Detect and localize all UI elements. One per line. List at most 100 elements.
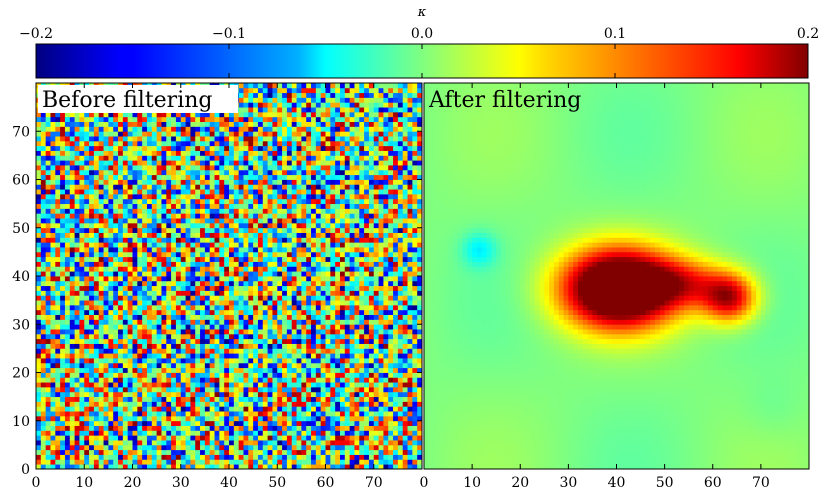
heat-cell	[267, 382, 273, 388]
heat-cell	[200, 251, 206, 258]
heat-cell	[282, 247, 288, 253]
heat-cell	[55, 382, 61, 388]
heat-cell	[344, 203, 351, 209]
heat-cell	[60, 242, 66, 248]
heat-cell	[185, 261, 191, 267]
heat-cell	[368, 449, 375, 455]
heat-cell	[407, 362, 413, 369]
heat-cell	[233, 454, 240, 460]
heat-cell	[349, 271, 355, 277]
heat-cell	[233, 411, 240, 417]
heat-cell	[402, 406, 408, 412]
heat-cell	[359, 309, 365, 315]
heat-cell	[277, 367, 283, 373]
heat-cell	[45, 353, 51, 359]
heat-cell	[354, 247, 360, 253]
heat-cell	[98, 362, 104, 369]
heat-cell	[378, 237, 384, 243]
heat-cell	[69, 415, 76, 422]
heat-cell	[248, 386, 254, 393]
heat-cell	[344, 242, 351, 248]
heat-cell	[132, 377, 138, 383]
heat-cell	[79, 353, 85, 359]
heat-cell	[412, 198, 418, 205]
heat-cell	[200, 295, 206, 301]
heat-cell	[156, 203, 162, 209]
heat-cell	[320, 251, 326, 258]
heat-cell	[282, 285, 288, 291]
heat-cell	[325, 401, 331, 407]
heat-cell	[132, 280, 138, 287]
heat-cell	[98, 280, 104, 287]
heat-cell	[306, 174, 312, 180]
heat-cell	[383, 329, 389, 335]
heat-cell	[166, 280, 172, 287]
heat-cell	[388, 314, 394, 320]
heat-cell	[50, 193, 56, 200]
heat-cell	[127, 247, 133, 253]
heat-cell	[243, 304, 249, 311]
heat-cell	[137, 189, 143, 195]
heat-cell	[219, 464, 225, 470]
heat-cell	[286, 391, 293, 398]
heat-cell	[195, 227, 201, 233]
heat-cell	[301, 242, 307, 248]
heat-cell	[311, 333, 317, 340]
heat-cell	[243, 193, 249, 200]
heat-cell	[257, 193, 264, 200]
heat-cell	[55, 189, 61, 195]
heat-cell	[296, 435, 302, 441]
heat-cell	[320, 232, 326, 238]
heat-cell	[137, 261, 143, 267]
heat-cell	[161, 449, 167, 455]
heat-cell	[253, 358, 259, 364]
heat-cell	[296, 218, 302, 224]
heat-cell	[161, 184, 167, 190]
heat-cell	[118, 444, 124, 451]
heat-cell	[330, 449, 336, 455]
heat-cell	[132, 309, 138, 315]
heat-cell	[257, 329, 264, 335]
heat-cell	[93, 406, 100, 412]
heat-cell	[60, 377, 66, 383]
heat-cell	[229, 300, 235, 306]
heat-cell	[151, 425, 158, 431]
heat-cell	[195, 247, 201, 253]
heat-cell	[383, 367, 389, 373]
heat-cell	[359, 343, 365, 349]
heat-cell	[354, 454, 360, 460]
heat-cell	[373, 362, 379, 369]
heat-cell	[248, 358, 254, 364]
heat-cell	[320, 440, 326, 446]
heat-cell	[344, 266, 351, 272]
heat-cell	[359, 169, 365, 176]
heat-cell	[195, 295, 201, 301]
heat-cell	[103, 218, 109, 224]
heat-cell	[253, 324, 259, 330]
heat-cell	[166, 396, 172, 402]
heat-cell	[393, 377, 399, 383]
heat-cell	[311, 319, 317, 325]
heat-cell	[113, 179, 119, 185]
heat-cell	[286, 440, 293, 446]
heat-cell	[175, 218, 182, 224]
heat-cell	[359, 227, 365, 233]
heat-cell	[257, 295, 264, 301]
heat-cell	[195, 174, 201, 180]
heat-cell	[349, 189, 355, 195]
heat-cell	[137, 444, 143, 451]
heat-cell	[238, 362, 244, 369]
heat-cell	[339, 290, 346, 296]
heat-cell	[402, 391, 408, 398]
heat-cell	[171, 227, 177, 233]
heat-cell	[180, 222, 186, 229]
heat-cell	[171, 285, 177, 291]
heat-cell	[393, 208, 399, 214]
heat-cell	[296, 396, 302, 402]
heat-cell	[98, 464, 104, 470]
heat-cell	[200, 440, 206, 446]
heat-cell	[243, 208, 249, 214]
heat-cell	[320, 174, 326, 180]
heat-cell	[45, 285, 51, 291]
heat-cell	[40, 459, 47, 465]
